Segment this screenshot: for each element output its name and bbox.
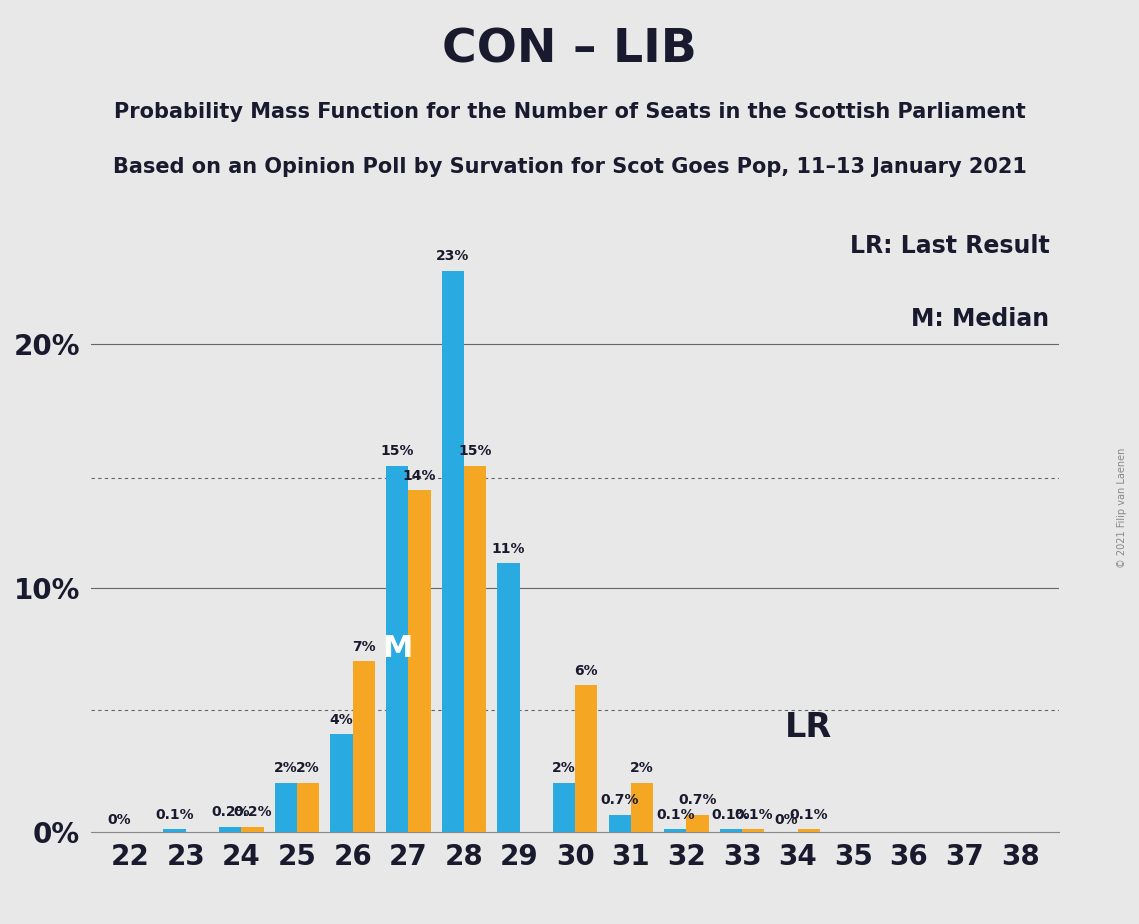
Text: 0.2%: 0.2% [211, 806, 249, 820]
Text: 0.1%: 0.1% [734, 808, 772, 821]
Text: 0%: 0% [107, 813, 131, 827]
Text: CON – LIB: CON – LIB [442, 28, 697, 73]
Text: Probability Mass Function for the Number of Seats in the Scottish Parliament: Probability Mass Function for the Number… [114, 102, 1025, 122]
Text: 2%: 2% [274, 761, 297, 775]
Bar [408, 490, 431, 832]
Text: Based on an Opinion Poll by Survation for Scot Goes Pop, 11–13 January 2021: Based on an Opinion Poll by Survation fo… [113, 157, 1026, 177]
Bar [720, 829, 743, 832]
Text: 11%: 11% [492, 542, 525, 556]
Bar [687, 815, 708, 832]
Text: © 2021 Filip van Laenen: © 2021 Filip van Laenen [1117, 448, 1126, 568]
Text: M: M [382, 634, 412, 663]
Bar [241, 827, 263, 832]
Text: 14%: 14% [403, 468, 436, 482]
Bar [743, 829, 764, 832]
Text: 4%: 4% [329, 712, 353, 726]
Bar [330, 734, 353, 832]
Bar [797, 829, 820, 832]
Text: M: Median: M: Median [911, 307, 1049, 331]
Bar [498, 564, 519, 832]
Text: 0.7%: 0.7% [600, 793, 639, 808]
Bar [631, 783, 653, 832]
Text: 0.1%: 0.1% [789, 808, 828, 821]
Text: 2%: 2% [296, 761, 320, 775]
Bar [442, 271, 464, 832]
Bar [386, 466, 408, 832]
Text: LR: Last Result: LR: Last Result [850, 234, 1049, 258]
Text: 2%: 2% [552, 761, 576, 775]
Text: 0.1%: 0.1% [155, 808, 194, 821]
Text: 0.7%: 0.7% [679, 793, 716, 808]
Bar [552, 783, 575, 832]
Bar [219, 827, 241, 832]
Bar [608, 815, 631, 832]
Bar [575, 686, 598, 832]
Text: 7%: 7% [352, 639, 376, 653]
Bar [464, 466, 486, 832]
Bar [274, 783, 297, 832]
Text: 0.2%: 0.2% [233, 806, 272, 820]
Text: 0.1%: 0.1% [712, 808, 751, 821]
Bar [297, 783, 319, 832]
Text: 6%: 6% [574, 664, 598, 678]
Text: 2%: 2% [630, 761, 654, 775]
Text: 0.1%: 0.1% [656, 808, 695, 821]
Text: 15%: 15% [380, 444, 413, 458]
Text: LR: LR [785, 711, 833, 744]
Bar [353, 661, 375, 832]
Text: 23%: 23% [436, 249, 469, 263]
Bar [164, 829, 186, 832]
Text: 15%: 15% [458, 444, 492, 458]
Bar [664, 829, 687, 832]
Text: 0%: 0% [775, 813, 798, 827]
